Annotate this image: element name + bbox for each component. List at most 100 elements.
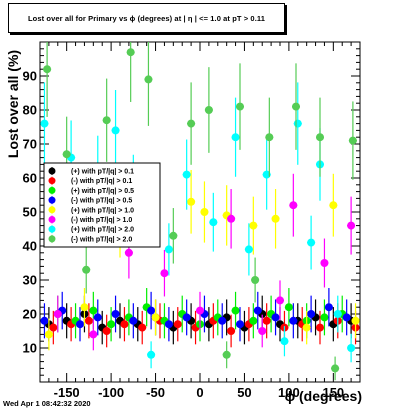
y-tick-label: 50 [23, 205, 37, 220]
y-tick-label: 10 [23, 341, 37, 356]
data-point [351, 316, 360, 325]
data-point [120, 320, 129, 329]
data-point [164, 245, 173, 254]
legend-entry-label: (-) with pT/|q| > 1.0 [71, 217, 132, 224]
data-point [249, 221, 258, 230]
legend-entry-label: (+) with pT/|q| > 0.1 [71, 169, 134, 176]
data-point [253, 306, 262, 315]
data-point [284, 303, 293, 312]
data-point [200, 208, 209, 216]
data-point [320, 259, 329, 267]
data-point [333, 310, 342, 318]
data-point [236, 102, 244, 111]
data-point [293, 119, 302, 128]
data-point [84, 316, 93, 325]
legend-marker [48, 196, 56, 204]
legend-marker [48, 225, 56, 233]
x-tick-label: 0 [196, 385, 203, 400]
data-point [160, 269, 169, 278]
data-point [320, 313, 329, 322]
legend: (+) with pT/|q| > 0.1 (-) with pT/|q| > 0… [43, 162, 161, 248]
data-point [329, 201, 338, 210]
legend-box [43, 162, 161, 248]
data-point [196, 306, 204, 315]
y-tick-label: 40 [23, 239, 37, 254]
data-point [111, 126, 120, 135]
data-point [307, 310, 316, 318]
data-point [89, 330, 98, 339]
data-point [144, 75, 153, 84]
data-point [80, 303, 89, 312]
chart-title: Lost over all for Primary vs ϕ (degrees)… [27, 13, 266, 23]
data-point [289, 201, 298, 210]
data-point [218, 316, 227, 325]
data-point [280, 337, 289, 346]
timestamp: Wed Apr 1 08:42:32 2020 [3, 399, 91, 408]
x-tick-label: 50 [237, 385, 251, 400]
axis-ticks: -150 -100 -50 0 50 100 150 10 20 30 40 50 60 70 80 90 [23, 42, 360, 400]
data-point [62, 150, 71, 159]
data-point [147, 306, 156, 315]
data-point [187, 119, 196, 128]
data-point [49, 323, 58, 332]
series-4 [44, 169, 360, 351]
data-point [102, 116, 111, 125]
data-point [347, 344, 356, 352]
legend-marker [48, 186, 56, 194]
legend-entry-label: (+) with pT/|q| > 0.5 [71, 188, 134, 195]
x-tick-label: -150 [54, 385, 80, 400]
data-point [204, 106, 213, 114]
data-point [292, 102, 300, 111]
data-point [182, 170, 191, 179]
data-point [102, 327, 111, 335]
data-point [316, 133, 324, 142]
data-point [262, 316, 271, 325]
data-point [76, 320, 84, 329]
series-7 [43, 42, 357, 381]
data-point [262, 170, 271, 179]
data-point [182, 313, 191, 322]
data-point [324, 303, 333, 312]
legend-entry-label: (+) with pT/|q| > 2.0 [71, 227, 134, 234]
data-point [164, 320, 173, 329]
legend-marker [48, 177, 56, 185]
data-point [82, 265, 91, 274]
data-point [89, 306, 98, 315]
y-tick-label: 60 [23, 171, 37, 186]
series-5 [53, 173, 356, 351]
data-point [44, 330, 53, 339]
data-point [347, 221, 356, 230]
data-point [169, 231, 178, 240]
series-3 [40, 288, 351, 342]
y-tick-label: 20 [23, 307, 37, 322]
legend-marker [48, 206, 56, 214]
data-point [258, 327, 267, 335]
data-point [316, 323, 324, 332]
data-point [227, 327, 236, 335]
x-tick-label: -50 [146, 385, 165, 400]
data-point [231, 306, 240, 315]
y-tick-label: 30 [23, 273, 37, 288]
data-point [236, 320, 244, 329]
y-axis-label: Lost over all (%) [5, 49, 21, 159]
legend-entry-label: (-) with pT/|q| > 2.0 [71, 236, 132, 243]
data-point [289, 316, 298, 325]
x-tick-label: 100 [278, 385, 300, 400]
y-tick-label: 70 [23, 137, 37, 152]
legend-marker [48, 216, 56, 223]
data-point [147, 350, 156, 359]
chart-title-box: Lost over all for Primary vs ϕ (degrees)… [8, 3, 285, 33]
data-point [40, 119, 49, 128]
data-point [124, 248, 133, 257]
data-point [342, 313, 351, 322]
data-point [93, 313, 102, 322]
data-point [231, 133, 240, 142]
data-point [227, 214, 236, 223]
data-point [151, 313, 160, 322]
legend-marker [48, 167, 56, 175]
data-point [173, 320, 182, 329]
data-points [40, 42, 360, 381]
legend-marker [48, 235, 56, 243]
data-point [40, 316, 49, 325]
